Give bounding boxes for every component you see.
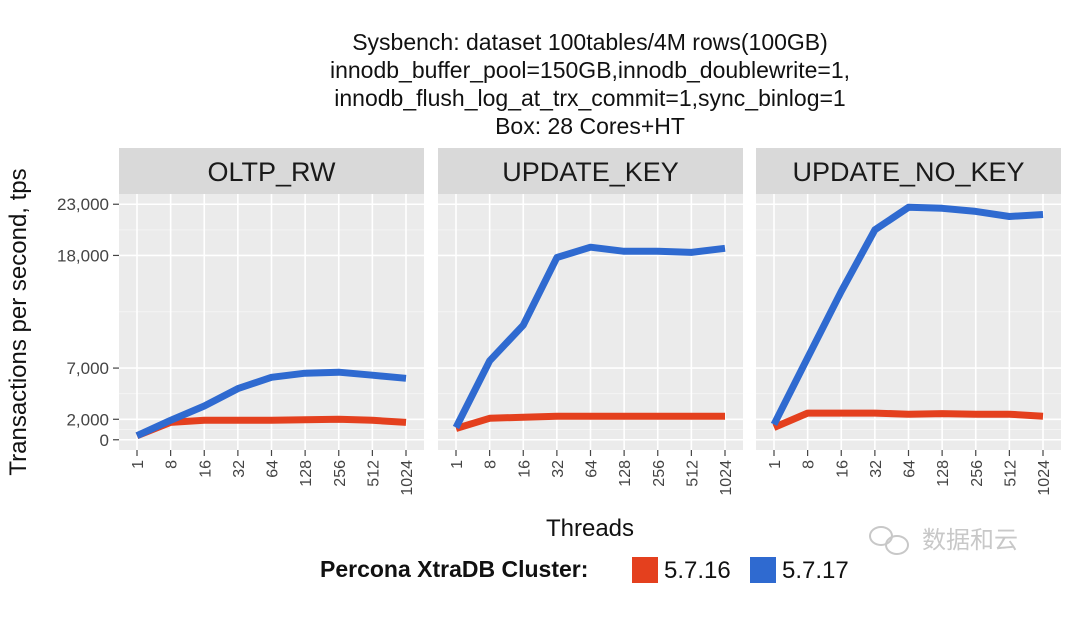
x-tick-label: 1 xyxy=(130,460,147,469)
x-tick-label: 16 xyxy=(834,460,851,478)
x-tick-label: 16 xyxy=(516,460,533,478)
facet-panel: UPDATE_NO_KEY 1 8 16 32 64 128 256 512 1024 xyxy=(756,148,1061,496)
legend-label: 5.7.16 xyxy=(664,557,731,584)
x-tick-label: 64 xyxy=(902,460,919,478)
x-tick-label: 1024 xyxy=(1036,460,1053,496)
x-tick-label: 64 xyxy=(265,460,282,478)
x-tick-label: 8 xyxy=(801,460,818,469)
x-tick-label: 128 xyxy=(298,460,315,487)
y-tick-label: 2,000 xyxy=(66,410,109,429)
x-tick-label: 16 xyxy=(197,460,214,478)
x-tick-label: 64 xyxy=(584,460,601,478)
chart-title-line: innodb_flush_log_at_trx_commit=1,sync_bi… xyxy=(334,85,845,111)
series-line-5-7-16 xyxy=(772,409,1044,431)
y-tick-label: 0 xyxy=(100,431,109,450)
facet-strip xyxy=(119,148,424,194)
chart-title-line: innodb_buffer_pool=150GB,innodb_doublewr… xyxy=(330,57,850,83)
facet-strip-label: UPDATE_NO_KEY xyxy=(792,157,1024,187)
facet-strip-label: OLTP_RW xyxy=(207,157,336,187)
series-line-5-7-17 xyxy=(135,368,407,439)
x-tick-label: 8 xyxy=(164,460,181,469)
facet-strip-label: UPDATE_KEY xyxy=(502,157,679,187)
wechat-bubble-icon xyxy=(869,526,909,555)
x-tick-label: 256 xyxy=(332,460,349,487)
x-tick-label: 32 xyxy=(231,460,248,478)
y-axis: 0 2,000 7,000 18,000 23,000 xyxy=(57,195,119,450)
series-line-5-7-16 xyxy=(135,415,407,439)
legend-swatch xyxy=(750,557,776,583)
watermark-text: 数据和云 xyxy=(922,527,1018,554)
series-line-5-7-17 xyxy=(452,243,726,430)
y-tick-label: 18,000 xyxy=(57,246,109,265)
x-tick-label: 128 xyxy=(617,460,634,487)
watermark: 数据和云 xyxy=(869,526,1018,555)
facet-panel: UPDATE_KEY 1 8 16 32 64 128 256 512 1024 xyxy=(438,148,743,496)
x-tick-label: 32 xyxy=(550,460,567,478)
x-tick-label: 1024 xyxy=(718,460,735,496)
series-line-5-7-17 xyxy=(770,203,1044,426)
legend-label: 5.7.17 xyxy=(782,557,849,584)
chart-title-line: Sysbench: dataset 100tables/4M rows(100G… xyxy=(352,29,828,55)
x-tick-label: 256 xyxy=(651,460,668,487)
chart-title: Sysbench: dataset 100tables/4M rows(100G… xyxy=(330,29,850,139)
legend-swatch xyxy=(632,557,658,583)
x-tick-label: 512 xyxy=(1002,460,1019,487)
x-tick-label: 512 xyxy=(365,460,382,487)
chart-title-line: Box: 28 Cores+HT xyxy=(495,113,685,139)
x-tick-label: 1 xyxy=(449,460,466,469)
legend-title: Percona XtraDB Cluster: xyxy=(320,556,588,582)
legend: Percona XtraDB Cluster: 5.7.16 5.7.17 xyxy=(320,556,849,584)
y-tick-label: 23,000 xyxy=(57,195,109,214)
x-tick-label: 32 xyxy=(868,460,885,478)
x-tick-label: 512 xyxy=(684,460,701,487)
y-axis-title: Transactions per second, tps xyxy=(5,168,32,475)
facet-panel: OLTP_RW 1 8 16 32 64 128 256 512 1024 xyxy=(119,148,424,496)
x-tick-label: 1 xyxy=(767,460,784,469)
series-line-5-7-16 xyxy=(454,412,725,432)
facet-strip xyxy=(438,148,743,194)
x-tick-label: 128 xyxy=(935,460,952,487)
x-tick-label: 256 xyxy=(969,460,986,487)
y-tick-label: 7,000 xyxy=(66,359,109,378)
x-tick-label: 8 xyxy=(483,460,500,469)
facet-panels: OLTP_RW 1 8 16 32 64 128 256 512 1024 UPDATE_KEY 1 8… xyxy=(119,148,1061,496)
facet-strip xyxy=(756,148,1061,194)
x-axis-title: Threads xyxy=(546,515,634,542)
x-tick-label: 1024 xyxy=(399,460,416,496)
